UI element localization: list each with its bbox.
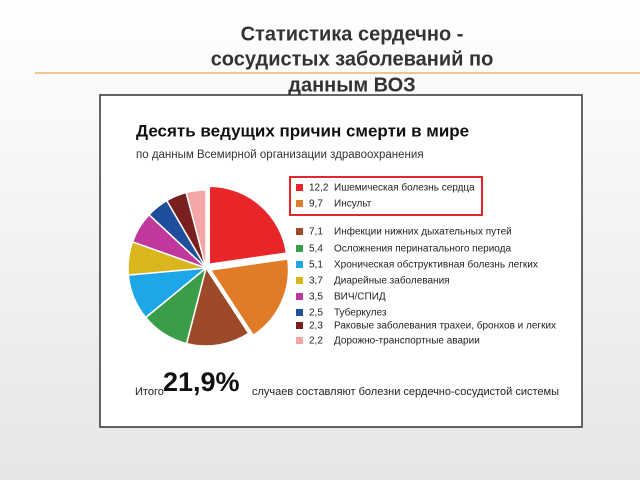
legend-label: Инсульт	[334, 199, 372, 210]
footer-prefix: Итого	[135, 386, 164, 398]
legend-label: ВИЧ/СПИД	[334, 292, 386, 303]
pie-slice	[209, 258, 290, 337]
pie-slice	[208, 185, 288, 266]
footer-text: случаев составляют болезни сердечно-сосу…	[252, 386, 559, 398]
legend-swatch	[296, 245, 303, 252]
legend-swatch	[296, 200, 303, 207]
legend-swatch	[296, 309, 303, 316]
legend-label: Диарейные заболевания	[334, 275, 450, 287]
legend-label: Дорожно-транспортные аварии	[334, 336, 480, 347]
legend-swatch	[296, 337, 303, 344]
footer-total: 21,9%	[163, 367, 240, 397]
legend-label: Инфекции нижних дыхательных путей	[334, 226, 512, 238]
highlight-box	[289, 176, 483, 216]
legend-swatch	[296, 184, 303, 191]
legend-label: Хроническая обструктивная болезнь легких	[334, 259, 538, 271]
chart-subtitle: по данным Всемирной организации здравоох…	[136, 149, 424, 161]
legend-value: 12,2	[309, 183, 329, 194]
legend-value: 2,2	[309, 336, 323, 347]
legend-swatch	[296, 322, 303, 329]
slide-title: Статистика сердечно -	[241, 23, 464, 45]
legend-label: Осложнения перинатального периода	[334, 244, 511, 255]
legend-value: 2,5	[309, 308, 323, 319]
legend-label: Туберкулез	[334, 307, 387, 319]
legend-value: 2,3	[309, 321, 323, 332]
legend-value: 9,7	[309, 199, 323, 210]
legend-label: Раковые заболевания трахеи, бронхов и ле…	[334, 320, 556, 332]
legend-swatch	[296, 261, 303, 268]
pie-slice	[185, 189, 207, 269]
legend-value: 7,1	[309, 227, 323, 238]
legend-value: 3,5	[309, 292, 323, 303]
legend-value: 5,1	[309, 260, 323, 271]
pie-slice	[185, 266, 250, 347]
legend-value: 5,4	[309, 244, 323, 255]
legend-value: 3,7	[309, 276, 323, 287]
slide-title: данным ВОЗ	[288, 74, 415, 96]
legend-swatch	[296, 228, 303, 235]
legend-swatch	[296, 277, 303, 284]
legend-label: Ишемическая болезнь сердца	[334, 182, 475, 194]
chart-title: Десять ведущих причин смерти в мире	[136, 121, 469, 140]
legend-swatch	[296, 293, 303, 300]
slide-title: сосудистых заболеваний по	[211, 48, 494, 70]
